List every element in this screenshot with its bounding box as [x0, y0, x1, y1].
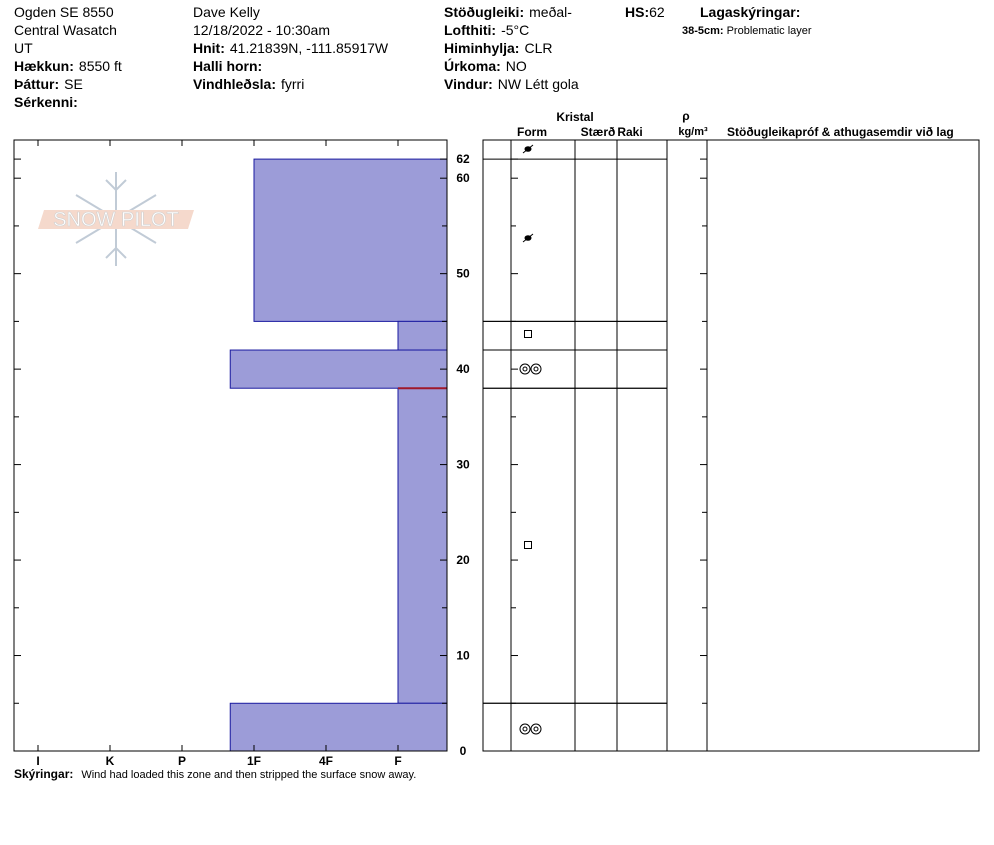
layer-bar — [397, 387, 448, 704]
form-symbol — [519, 723, 542, 735]
elevation: Hækkun: 8550 ft — [14, 58, 122, 74]
layer-bar — [229, 349, 448, 389]
hardness-frame — [13, 139, 448, 752]
label: HS: — [625, 4, 649, 20]
form-symbol — [519, 363, 542, 375]
form-symbol — [524, 541, 532, 549]
header: Ogden SE 8550 Central Wasatch UT Hækkun:… — [14, 4, 812, 110]
label: Stöðugleiki: — [444, 4, 524, 20]
form-symbol — [522, 233, 534, 243]
stability: Stöðugleiki: meðal- — [444, 4, 572, 20]
depth-label: 60 — [456, 171, 470, 185]
label: Lofthiti: — [444, 22, 496, 38]
state: UT — [14, 40, 33, 56]
features: Sérkenni: — [14, 94, 78, 110]
datetime: 12/18/2022 - 10:30am — [193, 22, 330, 38]
watermark: SNOW PILOT — [38, 172, 194, 266]
label: Hnit: — [193, 40, 225, 56]
air-temp: Lofthiti: -5°C — [444, 22, 529, 38]
hardness-label: I — [36, 754, 39, 768]
hardness-label: F — [394, 754, 401, 768]
form: Form — [517, 125, 547, 139]
value: 41.21839N, -111.85917W — [230, 40, 389, 56]
text: Problematic layer — [727, 25, 812, 37]
wind: Vindur: NW Létt gola — [444, 76, 579, 92]
hs: HS:62 — [625, 4, 665, 20]
text: Wind had loaded this zone and then strip… — [81, 769, 416, 781]
label: Hækkun: — [14, 58, 74, 74]
wind-loading: Vindhleðsla: fyrri — [193, 76, 304, 92]
value: NW Létt gola — [498, 76, 579, 92]
value: fyrri — [281, 76, 304, 92]
value: -5°C — [501, 22, 529, 38]
label: Vindur: — [444, 76, 493, 92]
site: Ogden SE 8550 — [14, 4, 114, 20]
hardness-label: K — [106, 754, 115, 768]
value: CLR — [524, 40, 552, 56]
label: Úrkoma: — [444, 57, 501, 74]
label: Vindhleðsla: — [193, 76, 276, 92]
density-symbol: ρ — [682, 109, 689, 123]
crystal: Kristal — [556, 110, 593, 124]
size: Stærð — [581, 125, 616, 139]
value: NO — [506, 58, 527, 74]
form-symbol — [524, 330, 532, 338]
value: 8550 ft — [79, 58, 122, 74]
depth-label: 40 — [456, 362, 470, 376]
comments: Stöðugleikapróf & athugasemdir við lag — [727, 125, 954, 139]
hardness-label: 4F — [319, 754, 333, 768]
coords: Hnit: 41.21839N, -111.85917W — [193, 40, 389, 56]
aspect: Þáttur: SE — [14, 76, 83, 92]
layer-note: 38-5cm: Problematic layer — [682, 25, 812, 37]
grain-forms — [519, 144, 542, 735]
table-frame — [482, 139, 980, 752]
label: Skýringar: — [14, 767, 73, 781]
moisture: Raki — [617, 125, 642, 139]
hardness-label: 1F — [247, 754, 261, 768]
label: Þáttur: — [14, 76, 59, 92]
layer-bar — [253, 158, 448, 322]
value: SE — [64, 76, 83, 92]
value: 62 — [649, 4, 665, 20]
banner — [38, 210, 194, 229]
notes: Skýringar: Wind had loaded this zone and … — [14, 767, 416, 781]
observer: Dave Kelly — [193, 4, 260, 20]
depth-label: 62 — [456, 152, 470, 166]
layer-notes-title: Lagaskýringar: — [700, 4, 800, 20]
sky: Himinhylja: CLR — [444, 40, 552, 56]
form-symbol — [522, 144, 534, 154]
label: Himinhylja: — [444, 40, 519, 56]
depth-label: 20 — [456, 553, 470, 567]
depth-label: 30 — [456, 458, 470, 472]
watermark-text: SNOW PILOT — [53, 209, 179, 231]
hardness-label: P — [178, 754, 186, 768]
density-unit: kg/m³ — [678, 126, 708, 138]
depth-label: 0 — [460, 744, 467, 758]
value: meðal- — [529, 4, 572, 20]
slope: Halli horn: — [193, 58, 262, 74]
range: Central Wasatch — [14, 22, 117, 38]
precip: Úrkoma: NO — [444, 57, 527, 74]
label: 38-5cm: — [682, 25, 724, 37]
depth-label: 50 — [456, 267, 470, 281]
table-header: Kristal Form Stærð Raki ρ kg/m³ Stöðugle… — [517, 109, 954, 139]
layer-bar — [229, 702, 448, 752]
depth-label: 10 — [456, 649, 470, 663]
layer-bar — [397, 320, 448, 351]
